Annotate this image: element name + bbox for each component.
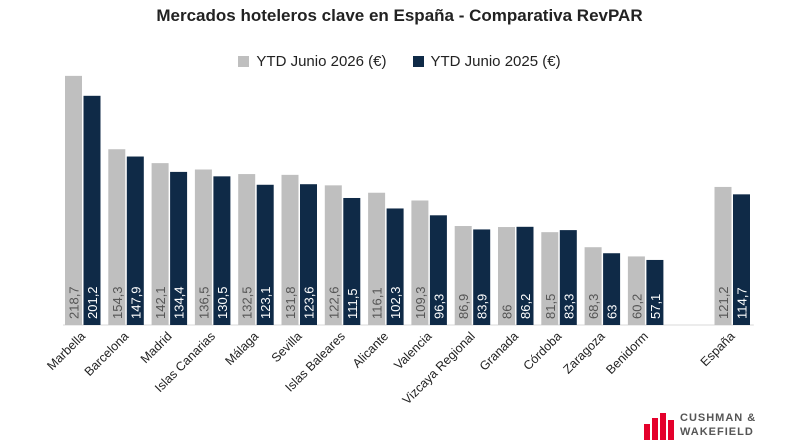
- data-label: 218,7: [67, 286, 82, 319]
- category-tick-label: Marbella: [44, 329, 88, 373]
- data-label: 134,4: [172, 286, 187, 319]
- data-label: 201,2: [85, 286, 100, 319]
- data-label: 114,7: [735, 287, 750, 319]
- category-tick-label: Barcelona: [82, 329, 132, 379]
- data-label: 109,3: [413, 286, 428, 319]
- category-tick-label: Valencia: [391, 329, 434, 372]
- data-label: 121,2: [716, 286, 731, 319]
- data-label: 131,8: [283, 286, 298, 319]
- chart-title: Mercados hoteleros clave en España - Com…: [156, 6, 643, 25]
- bar-2025: [646, 259, 664, 325]
- bar-2025: [603, 253, 621, 325]
- category-tick-label: España: [698, 329, 738, 369]
- data-label: 136,5: [196, 286, 211, 319]
- category-tick-label: Benidorm: [603, 329, 651, 377]
- data-label: 83,9: [475, 294, 490, 319]
- legend: YTD Junio 2026 (€) YTD Junio 2025 (€): [0, 53, 799, 70]
- bar-2025: [83, 95, 101, 326]
- data-label: 86,9: [456, 294, 471, 319]
- bar-2025: [516, 226, 534, 325]
- bar-2025: [300, 184, 317, 325]
- bar-2025: [126, 156, 144, 325]
- bar-2026: [714, 186, 732, 325]
- bar-2026: [238, 174, 256, 325]
- bar-2025: [213, 176, 231, 325]
- category-tick-label: Córdoba: [521, 329, 565, 373]
- data-label: 60,2: [629, 294, 644, 319]
- data-label: 68,3: [586, 294, 601, 319]
- data-label: 96,3: [431, 294, 446, 319]
- data-label: 123,1: [258, 286, 273, 319]
- legend-swatch-2025: [412, 56, 424, 67]
- data-label: 122,6: [326, 286, 341, 319]
- logo-text-line1: CUSHMAN &: [680, 412, 757, 424]
- category-tick-label: Madrid: [138, 329, 175, 366]
- bar-2026: [498, 227, 515, 325]
- logo-mark-icon: [644, 413, 674, 440]
- bar-2026: [541, 232, 559, 325]
- category-tick-label: Málaga: [222, 329, 261, 368]
- data-label: 142,1: [153, 286, 168, 319]
- bar-2026: [627, 256, 645, 325]
- data-label: 63: [605, 305, 620, 319]
- data-label: 111,5: [345, 288, 360, 319]
- category-tick-label: Vizcaya Regional: [400, 329, 478, 407]
- category-tick-label: Sevilla: [269, 329, 305, 365]
- category-tick-label: Alicante: [350, 329, 391, 370]
- bar-2026: [454, 226, 472, 325]
- legend-item-2025: YTD Junio 2025 (€): [412, 53, 561, 70]
- data-label: 86: [500, 305, 515, 319]
- data-label: 83,3: [561, 294, 576, 319]
- bar-2026: [411, 200, 429, 325]
- bar-2025: [473, 229, 491, 325]
- legend-label-2026: YTD Junio 2026 (€): [256, 53, 387, 70]
- bar-2026: [194, 169, 212, 325]
- bar-2025: [429, 215, 447, 325]
- cushman-wakefield-logo: CUSHMAN & WAKEFIELD: [640, 408, 790, 442]
- legend-label-2025: YTD Junio 2025 (€): [430, 53, 561, 70]
- bar-2026: [281, 174, 299, 325]
- data-label: 123,6: [302, 286, 317, 319]
- bar-2026: [324, 185, 342, 325]
- bar-2026: [108, 149, 126, 325]
- data-label: 132,5: [240, 286, 255, 319]
- data-label: 130,5: [215, 286, 230, 319]
- category-tick-label: Granada: [477, 329, 521, 373]
- logo-text-line2: WAKEFIELD: [680, 426, 754, 438]
- data-label: 81,5: [543, 294, 558, 319]
- legend-item-2026: YTD Junio 2026 (€): [238, 53, 387, 70]
- bar-2025: [733, 194, 750, 325]
- data-label: 116,1: [370, 287, 385, 319]
- bar-2026: [151, 163, 169, 325]
- category-tick-label: Zaragoza: [560, 329, 607, 376]
- bar-2025: [343, 197, 361, 325]
- data-label: 154,3: [110, 286, 125, 319]
- data-label: 57,1: [648, 294, 663, 319]
- bar-2025: [386, 208, 404, 325]
- data-label: 147,9: [128, 286, 143, 319]
- bar-2026: [65, 75, 82, 325]
- bar-2025: [559, 230, 577, 325]
- data-label: 102,3: [388, 286, 403, 319]
- bar-2026: [584, 247, 602, 325]
- bar-2025: [256, 184, 274, 325]
- legend-swatch-2026: [238, 56, 250, 67]
- bar-2025: [170, 171, 188, 325]
- bar-2026: [368, 192, 386, 325]
- data-label: 86,2: [518, 294, 533, 319]
